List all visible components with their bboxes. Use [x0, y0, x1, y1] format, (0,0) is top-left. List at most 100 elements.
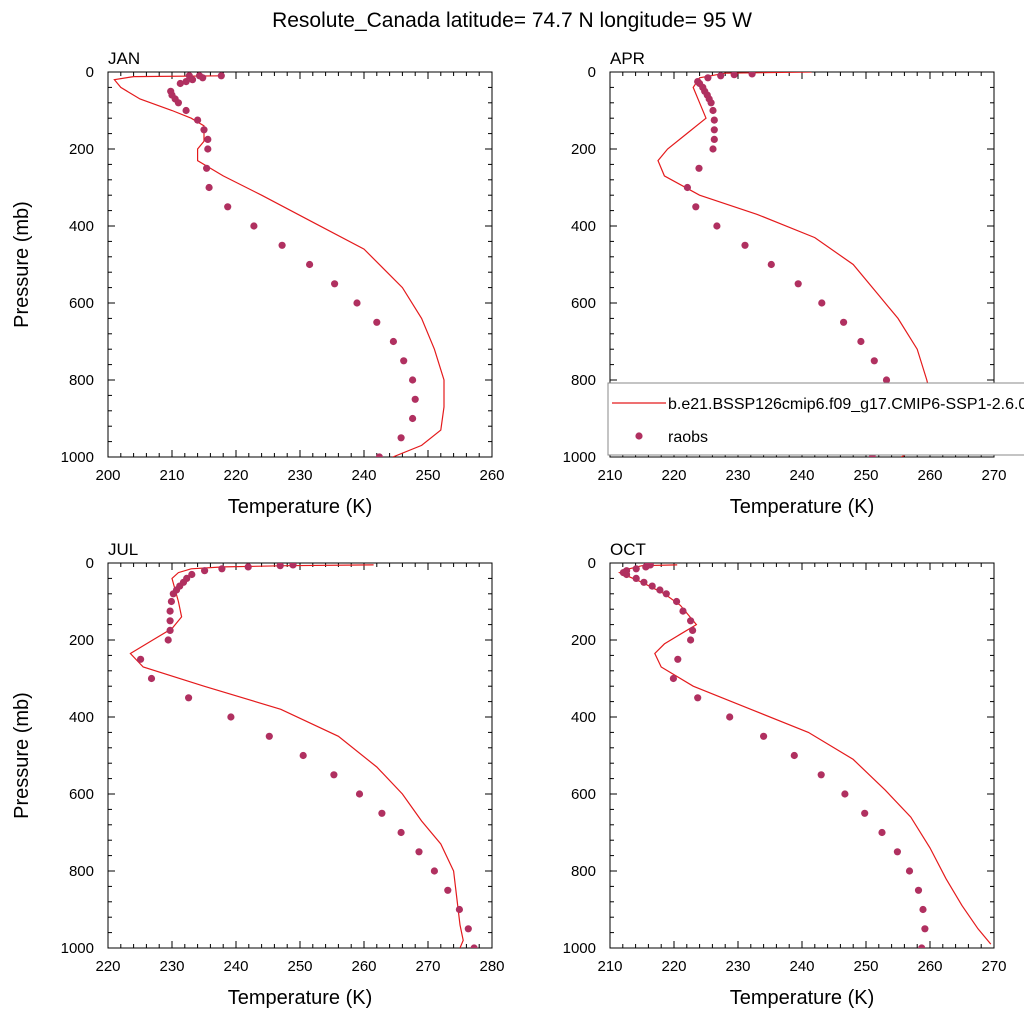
- raobs-point: [265, 732, 273, 740]
- y-tick-label: 200: [571, 632, 596, 649]
- raobs-point: [704, 74, 712, 82]
- raobs-point: [730, 72, 738, 79]
- raobs-point: [689, 626, 697, 635]
- raobs-point: [409, 414, 417, 423]
- plot-frame: [609, 562, 995, 949]
- x-tick-label: 260: [351, 958, 376, 975]
- raobs-point: [748, 72, 756, 78]
- raobs-point: [217, 72, 225, 80]
- y-tick-label: 400: [69, 218, 94, 235]
- raobs-point: [679, 607, 687, 615]
- raobs-point: [137, 655, 145, 663]
- x-tick-label: 230: [287, 467, 312, 484]
- raobs-point: [373, 318, 381, 326]
- raobs-point: [195, 72, 204, 80]
- x-axis-label: Temperature (K): [730, 496, 875, 518]
- raobs-point: [669, 674, 678, 683]
- raobs-point: [205, 183, 213, 192]
- raobs-point: [289, 563, 297, 569]
- legend-box: [607, 382, 1024, 456]
- raobs-point: [709, 145, 717, 153]
- y-tick-label: 200: [69, 632, 94, 649]
- raobs-point: [683, 183, 692, 192]
- raobs-point: [919, 905, 927, 914]
- raobs-point: [201, 567, 209, 575]
- raobs-point: [166, 617, 174, 625]
- raobs-point: [188, 570, 196, 579]
- raobs-point: [687, 617, 695, 625]
- x-tick-label: 220: [661, 467, 686, 484]
- raobs-point: [204, 145, 212, 153]
- panel-label: APR: [610, 49, 645, 68]
- panel-jul: 220 230 240 250 260 270 280 0 200 400 600 800 1000 JU…: [11, 540, 505, 1009]
- x-axis-label: Temperature (K): [730, 987, 875, 1009]
- raobs-point: [817, 771, 825, 779]
- panel-label: OCT: [610, 540, 646, 559]
- y-tick-label: 1000: [61, 940, 94, 957]
- raobs-point: [430, 867, 438, 875]
- raobs-point: [204, 135, 212, 143]
- raobs-point: [455, 905, 463, 914]
- y-tick-label: 600: [571, 786, 596, 803]
- figure-title: Resolute_Canada latitude= 74.7 N longitu…: [272, 9, 752, 32]
- x-axis-label: Temperature (K): [228, 987, 373, 1009]
- raobs-point: [648, 582, 656, 590]
- raobs-point: [470, 944, 478, 948]
- legend-obs-swatch: [635, 432, 643, 440]
- raobs-point: [623, 570, 631, 579]
- raobs-point: [882, 376, 891, 384]
- raobs-point: [861, 809, 869, 817]
- x-tick-label: 240: [351, 467, 376, 484]
- panel-jan: 200 210 220 230 240 250 260 0 200 400 600 800 1000 JA…: [11, 49, 505, 518]
- x-tick-label: 220: [223, 467, 248, 484]
- raobs-point: [857, 337, 865, 346]
- y-tick-label: 800: [69, 863, 94, 880]
- raobs-point: [893, 848, 902, 856]
- y-tick-label: 600: [69, 786, 94, 803]
- raobs-point: [400, 357, 408, 365]
- raobs-point: [147, 674, 156, 683]
- raobs-point: [194, 116, 202, 124]
- data-layer: [618, 563, 992, 948]
- raobs-point: [464, 925, 472, 933]
- raobs-point: [878, 828, 886, 837]
- raobs-point: [166, 626, 174, 635]
- raobs-point: [353, 299, 361, 307]
- raobs-point: [203, 164, 211, 172]
- panel-label: JAN: [108, 49, 140, 68]
- x-tick-label: 230: [725, 958, 750, 975]
- x-tick-label: 210: [159, 467, 184, 484]
- y-tick-label: 800: [571, 863, 596, 880]
- raobs-point: [306, 260, 314, 269]
- raobs-point: [905, 867, 914, 875]
- model-series-line: [618, 564, 992, 945]
- y-axis-label: Pressure (mb): [11, 201, 33, 328]
- raobs-point: [694, 694, 702, 702]
- y-tick-label: 1000: [61, 449, 94, 466]
- raobs-point: [164, 636, 172, 644]
- x-tick-label: 270: [415, 958, 440, 975]
- data-layer: [113, 72, 445, 457]
- x-tick-label: 260: [917, 467, 942, 484]
- raobs-point: [174, 99, 182, 107]
- raobs-point: [710, 135, 718, 143]
- raobs-point: [188, 76, 197, 84]
- panel-oct: 210 220 230 240 250 260 270 0 200 400 600 800 1000 OC…: [563, 540, 1007, 1009]
- x-tick-label: 240: [223, 958, 248, 975]
- raobs-point: [840, 318, 848, 326]
- raobs-point: [278, 241, 286, 249]
- raobs-point: [918, 944, 926, 948]
- legend-model-label: b.e21.BSSP126cmip6.f09_g17.CMIP6-SSP1-2.…: [668, 396, 1024, 413]
- x-tick-label: 220: [95, 958, 120, 975]
- raobs-point: [717, 72, 725, 80]
- model-series-line: [113, 75, 445, 457]
- raobs-point: [250, 222, 258, 230]
- model-series-line: [129, 564, 464, 948]
- raobs-point: [707, 99, 715, 107]
- raobs-point: [169, 590, 177, 598]
- raobs-point: [444, 886, 452, 894]
- y-tick-label: 400: [571, 218, 596, 235]
- y-tick-label: 800: [571, 372, 596, 389]
- raobs-point: [411, 395, 419, 403]
